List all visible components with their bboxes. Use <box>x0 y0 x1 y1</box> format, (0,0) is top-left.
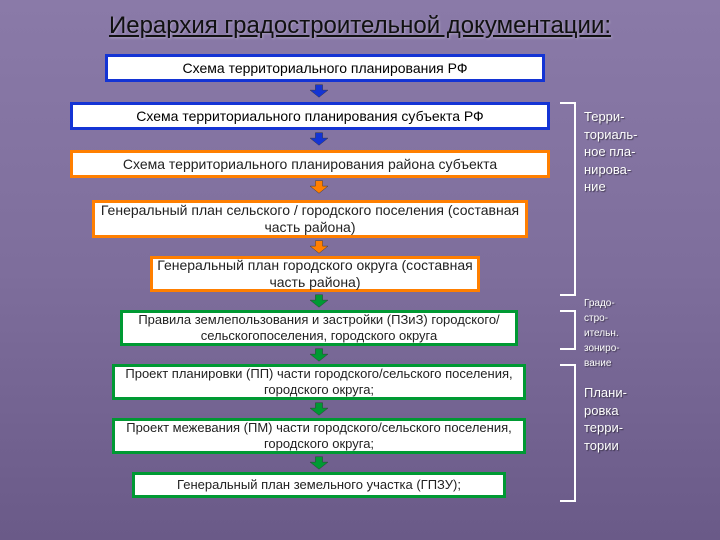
bracket-group-2 <box>560 310 576 350</box>
arrow-down-icon <box>310 84 328 98</box>
arrow-down-icon <box>310 348 328 362</box>
bracket-label-3: Плани-ровкатерри-тории <box>584 384 627 454</box>
box-text: Генеральный план земельного участка (ГПЗ… <box>177 477 461 493</box>
box-level-7: Проект планировки (ПП) части городского/… <box>112 364 526 400</box>
box-level-2: Схема территориального планирования субъ… <box>70 102 550 130</box>
box-level-4: Генеральный план сельского / городского … <box>92 200 528 238</box>
arrow-down-icon <box>310 402 328 416</box>
box-text: Проект межевания (ПМ) части городского/с… <box>119 420 519 451</box>
box-text: Генеральный план городского округа (сост… <box>157 257 473 291</box>
box-level-6: Правила землепользования и застройки (ПЗ… <box>120 310 518 346</box>
box-text: Проект планировки (ПП) части городского/… <box>119 366 519 397</box>
box-text: Генеральный план сельского / городского … <box>99 202 521 236</box>
box-level-9: Генеральный план земельного участка (ГПЗ… <box>132 472 506 498</box>
arrow-down-icon <box>310 240 328 254</box>
box-level-8: Проект межевания (ПМ) части городского/с… <box>112 418 526 454</box>
box-level-1: Схема территориального планирования РФ <box>105 54 545 82</box>
box-text: Схема территориального планирования субъ… <box>136 108 483 125</box>
arrow-down-icon <box>310 132 328 146</box>
box-text: Схема территориального планирования РФ <box>183 60 468 77</box>
bracket-label-2: Градо-стро-ительн.зониро-вание <box>584 296 620 371</box>
page-title: Иерархия градостроительной документации: <box>0 0 720 40</box>
bracket-group-3 <box>560 364 576 502</box>
box-text: Схема территориального планирования райо… <box>123 156 497 173</box>
box-level-5: Генеральный план городского округа (сост… <box>150 256 480 292</box>
bracket-group-1 <box>560 102 576 296</box>
arrow-down-icon <box>310 294 328 308</box>
box-level-3: Схема территориального планирования райо… <box>70 150 550 178</box>
arrow-down-icon <box>310 180 328 194</box>
box-text: Правила землепользования и застройки (ПЗ… <box>127 312 511 343</box>
arrow-down-icon <box>310 456 328 470</box>
bracket-label-1: Терри-ториаль-ное пла-нирова-ние <box>584 108 637 196</box>
